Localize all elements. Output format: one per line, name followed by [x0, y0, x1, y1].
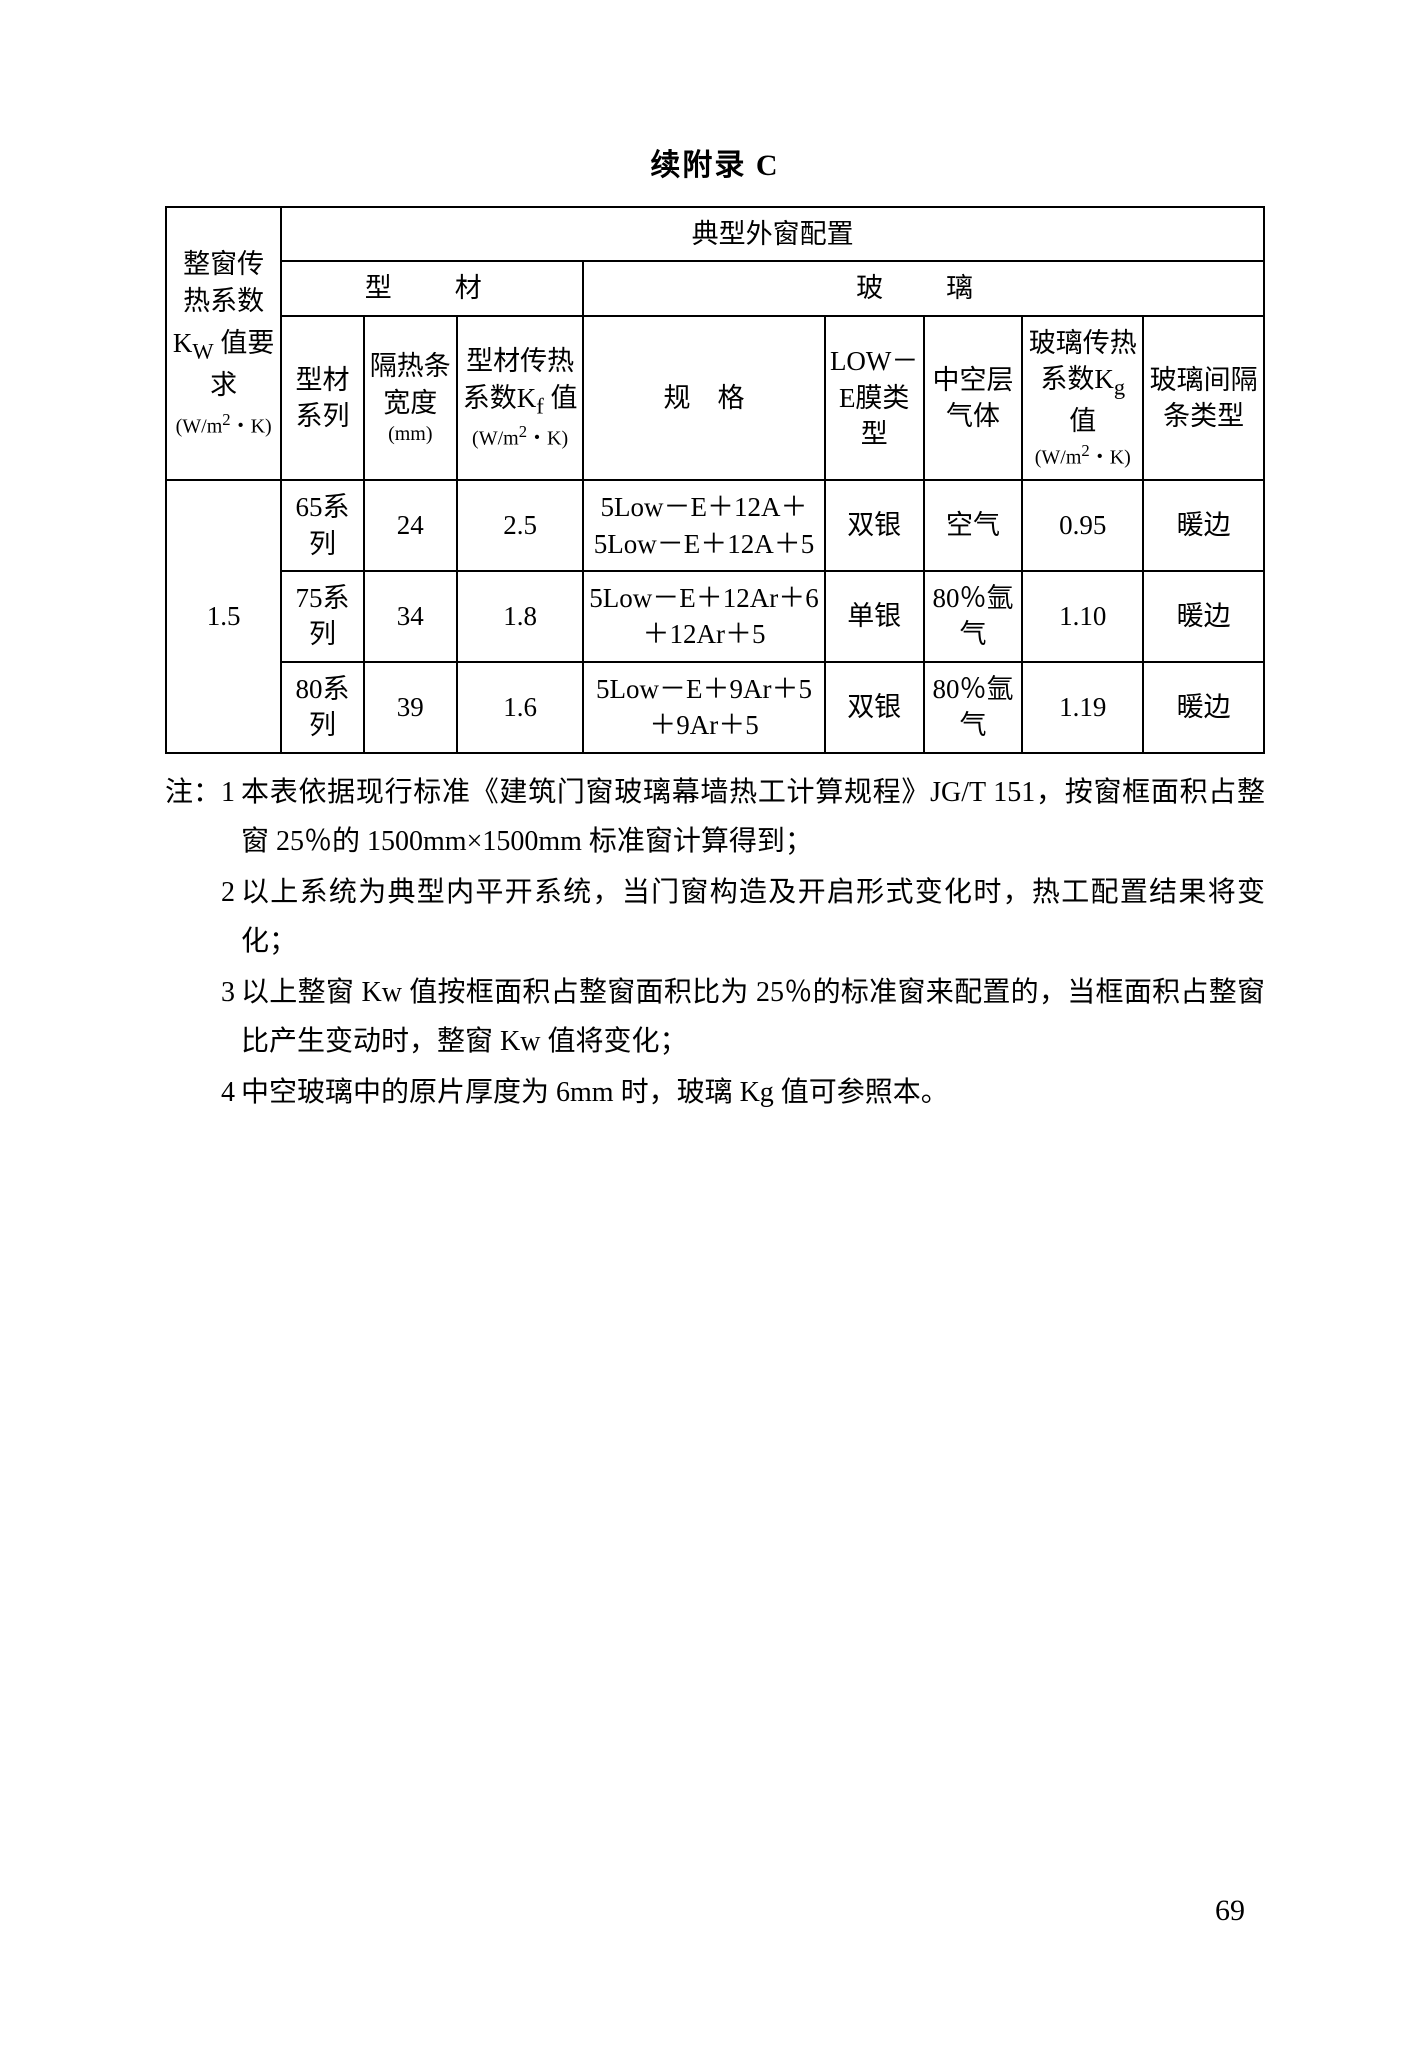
header-glass-text: 玻 璃 — [856, 273, 991, 303]
cell-ins-width: 24 — [364, 480, 457, 571]
cell-gas: 80％氩气 — [924, 662, 1023, 753]
cell-ins-width: 39 — [364, 662, 457, 753]
table-row: 1.5 65系列 24 2.5 5Low－E＋12A＋5Low－E＋12A＋5 … — [166, 480, 1264, 571]
page-number: 69 — [1215, 1894, 1245, 1928]
header-cavity: 中空层气体 — [924, 316, 1023, 480]
cell-kf: 1.6 — [457, 662, 583, 753]
notes-label: 注： — [165, 768, 221, 1119]
note-text: 以上系统为典型内平开系统，当门窗构造及开启形式变化时，热工配置结果将变化； — [241, 868, 1265, 966]
notes-body: 1 本表依据现行标准《建筑门窗玻璃幕墙热工计算规程》JG/T 151，按窗框面积… — [221, 768, 1265, 1119]
cell-spacer: 暖边 — [1143, 571, 1264, 662]
header-profile: 型 材 — [281, 261, 583, 315]
table-header-row: 整窗传热系数 KW 值要求 (W/m2・K) 典型外窗配置 — [166, 207, 1264, 261]
note-item: 3 以上整窗 Kw 值按框面积占整窗面积比为 25％的标准窗来配置的，当框面积占… — [221, 968, 1265, 1066]
note-num: 1 — [221, 768, 241, 866]
cell-kg: 1.19 — [1022, 662, 1143, 753]
header-series: 型材系列 — [281, 316, 363, 480]
table-row: 80系列 39 1.6 5Low－E＋9Ar＋5＋9Ar＋5 双银 80％氩气 … — [166, 662, 1264, 753]
note-text: 以上整窗 Kw 值按框面积占整窗面积比为 25％的标准窗来配置的，当框面积占整窗… — [241, 968, 1265, 1066]
header-kw: 整窗传热系数 KW 值要求 (W/m2・K) — [166, 207, 281, 480]
cell-gas: 空气 — [924, 480, 1023, 571]
note-item: 4 中空玻璃中的原片厚度为 6mm 时，玻璃 Kg 值可参照本。 — [221, 1068, 1265, 1117]
cell-kf: 2.5 — [457, 480, 583, 571]
page: 续附录 C 整窗传热系数 KW 值要求 (W/m2・K) 典型外窗配置 型 材 … — [0, 0, 1415, 2048]
cell-lowe: 单银 — [825, 571, 924, 662]
header-kf-label: 型材传热系数Kf 值 — [462, 343, 578, 421]
cell-series: 75系列 — [281, 571, 363, 662]
note-num: 2 — [221, 868, 241, 966]
header-ins-width-unit: (mm) — [369, 421, 452, 448]
appendix-title: 续附录 C — [165, 140, 1265, 184]
header-kf: 型材传热系数Kf 值 (W/m2・K) — [457, 316, 583, 480]
cell-lowe: 双银 — [825, 480, 924, 571]
header-glass: 玻 璃 — [583, 261, 1264, 315]
header-ins-width: 隔热条宽度 (mm) — [364, 316, 457, 480]
window-config-table: 整窗传热系数 KW 值要求 (W/m2・K) 典型外窗配置 型 材 玻 璃 型材… — [165, 206, 1265, 754]
header-spec: 规 格 — [583, 316, 825, 480]
header-kg-unit: (W/m2・K) — [1027, 440, 1138, 472]
table-header-row: 型 材 玻 璃 — [166, 261, 1264, 315]
cell-spacer: 暖边 — [1143, 480, 1264, 571]
note-item: 2 以上系统为典型内平开系统，当门窗构造及开启形式变化时，热工配置结果将变化； — [221, 868, 1265, 966]
cell-kw: 1.5 — [166, 480, 281, 753]
notes-block: 注： 1 本表依据现行标准《建筑门窗玻璃幕墙热工计算规程》JG/T 151，按窗… — [165, 768, 1265, 1119]
header-kg: 玻璃传热系数Kg 值 (W/m2・K) — [1022, 316, 1143, 480]
table-row: 75系列 34 1.8 5Low－E＋12Ar＋6＋12Ar＋5 单银 80％氩… — [166, 571, 1264, 662]
header-spacer: 玻璃间隔条类型 — [1143, 316, 1264, 480]
cell-ins-width: 34 — [364, 571, 457, 662]
note-num: 3 — [221, 968, 241, 1066]
cell-spec: 5Low－E＋9Ar＋5＋9Ar＋5 — [583, 662, 825, 753]
header-lowe: LOW－E膜类型 — [825, 316, 924, 480]
table-header-row: 型材系列 隔热条宽度 (mm) 型材传热系数Kf 值 (W/m2・K) 规 格 … — [166, 316, 1264, 480]
header-kf-unit: (W/m2・K) — [462, 421, 578, 453]
cell-series: 80系列 — [281, 662, 363, 753]
cell-series: 65系列 — [281, 480, 363, 571]
cell-kf: 1.8 — [457, 571, 583, 662]
note-item: 1 本表依据现行标准《建筑门窗玻璃幕墙热工计算规程》JG/T 151，按窗框面积… — [221, 768, 1265, 866]
cell-spec: 5Low－E＋12Ar＋6＋12Ar＋5 — [583, 571, 825, 662]
header-kw-top: 整窗传热系数 — [171, 246, 276, 319]
cell-kg: 1.10 — [1022, 571, 1143, 662]
header-config: 典型外窗配置 — [281, 207, 1264, 261]
cell-lowe: 双银 — [825, 662, 924, 753]
cell-kg: 0.95 — [1022, 480, 1143, 571]
header-profile-text: 型 材 — [365, 273, 500, 303]
note-num: 4 — [221, 1068, 241, 1117]
cell-gas: 80％氩气 — [924, 571, 1023, 662]
header-ins-width-label: 隔热条宽度 — [369, 348, 452, 421]
header-kg-label: 玻璃传热系数Kg 值 — [1027, 325, 1138, 440]
header-kw-unit: (W/m2・K) — [171, 409, 276, 441]
note-text: 中空玻璃中的原片厚度为 6mm 时，玻璃 Kg 值可参照本。 — [241, 1068, 1265, 1117]
cell-spec: 5Low－E＋12A＋5Low－E＋12A＋5 — [583, 480, 825, 571]
cell-spacer: 暖边 — [1143, 662, 1264, 753]
note-text: 本表依据现行标准《建筑门窗玻璃幕墙热工计算规程》JG/T 151，按窗框面积占整… — [241, 768, 1265, 866]
header-kw-mid: KW 值要求 — [171, 325, 276, 403]
